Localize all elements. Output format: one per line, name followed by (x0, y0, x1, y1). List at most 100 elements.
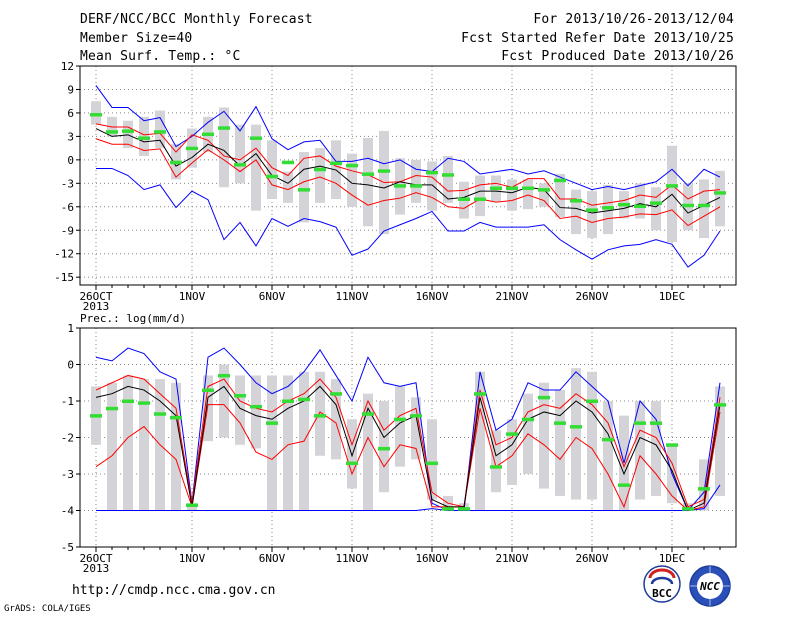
prec-range-box (235, 375, 245, 445)
temp-range-box (715, 170, 725, 227)
temp-range-box (283, 171, 293, 203)
prec-lower-spread-line (95, 404, 721, 512)
temp-x-tick-label: 21NOV (495, 290, 528, 303)
prec-median-marker (474, 392, 486, 396)
temp-median-marker (282, 160, 294, 165)
temp-y-tick-label: -15 (54, 271, 74, 284)
prec-median-marker (538, 395, 550, 400)
temp-median-marker (602, 206, 614, 210)
temp-range-box (427, 161, 437, 211)
temp-range-box (267, 140, 277, 199)
prec-range-box (507, 419, 517, 485)
prec-median-marker (458, 507, 470, 511)
prec-y-tick-label: -1 (61, 395, 74, 408)
temp-median-marker (442, 173, 454, 177)
prec-y-tick-label: -4 (61, 505, 75, 518)
prec-range-box (395, 386, 405, 467)
prec-median-marker (330, 392, 342, 396)
temp-median-marker (362, 172, 374, 176)
temp-median-marker (586, 208, 598, 212)
forecast-started-date: Fcst Started Refer Date 2013/10/25 (461, 31, 734, 46)
temp-y-tick-label: -9 (61, 224, 74, 237)
bcc-logo-text: BCC (652, 587, 672, 600)
temp-range-box (507, 179, 517, 211)
temp-y-tick-label: 3 (67, 130, 74, 143)
temp-range-box (299, 152, 309, 223)
prec-median-marker (666, 443, 678, 447)
prec-x-tick-label: 16NOV (415, 552, 448, 565)
prec-median-marker (106, 406, 118, 411)
temp-range-box (91, 101, 101, 125)
prec-median-marker (682, 507, 694, 511)
prec-x-tick-label: 21NOV (495, 552, 528, 565)
prec-range-box (251, 375, 261, 449)
prec-x-tick-label: 26OCT (79, 552, 112, 565)
prec-range-box (555, 390, 565, 496)
temp-median-marker (186, 146, 198, 151)
ncc-logo: NCC (689, 565, 731, 607)
prec-median-marker (442, 507, 454, 511)
temp-y-tick-label: 6 (67, 107, 74, 120)
prec-range-box (267, 375, 277, 511)
temp-range-box (523, 179, 533, 210)
temp-x-tick-label: 16NOV (415, 290, 448, 303)
temp-median-marker (138, 136, 150, 140)
prec-median-marker (618, 483, 630, 487)
temp-range-box (235, 124, 245, 184)
grads-credit: GrADS: COLA/IGES (4, 604, 91, 614)
prec-x-tick-label: 6NOV (259, 552, 286, 565)
temp-median-marker (314, 167, 326, 172)
temp-median-marker (618, 202, 630, 207)
temp-median-marker (634, 204, 646, 209)
prec-median-marker (234, 394, 246, 398)
prec-y-tick-label: -5 (61, 541, 74, 554)
temp-range-box (699, 179, 709, 239)
temp-median-marker (298, 188, 310, 192)
prec-range-box (699, 459, 709, 511)
prec-median-marker (266, 421, 278, 425)
prec-median-marker (362, 412, 374, 416)
prec-range-box (315, 371, 325, 456)
prec-x-tick-label: 1DEC (659, 552, 686, 565)
prec-range-box (715, 386, 725, 496)
temp-median-marker (122, 129, 134, 133)
prec-range-box (283, 375, 293, 511)
prec-median-marker (634, 421, 646, 425)
temp-median-marker (538, 188, 550, 192)
temp-y-tick-label: -12 (54, 248, 74, 261)
temp-min-line (96, 167, 721, 268)
prec-x-tick-label: 1NOV (179, 552, 206, 565)
temp-median-marker (346, 163, 358, 168)
prec-range-box (539, 382, 549, 489)
prec-median-marker (250, 404, 262, 409)
temp-max-line (95, 85, 721, 191)
prec-range-box (571, 368, 581, 500)
prec-median-marker (170, 415, 182, 420)
temp-y-tick-label: 12 (61, 60, 74, 73)
temp-median-marker (378, 169, 390, 173)
prec-median-marker (218, 373, 230, 378)
temp-x-tick-label: 1NOV (179, 290, 206, 303)
prec-median-marker (346, 461, 358, 466)
prec-median-marker (378, 446, 390, 451)
prec-mean-line (95, 385, 721, 512)
chart-title: DERF/NCC/BCC Monthly Forecast (80, 12, 313, 27)
prec-median-marker (314, 414, 326, 418)
prec-median-marker (282, 399, 294, 403)
temp-x-tick-label: 26OCT (79, 290, 112, 303)
temp-x-tick-label: 11NOV (335, 290, 368, 303)
temp-plot-frame (79, 65, 737, 286)
temp-median-marker (490, 186, 502, 191)
prec-range-box (171, 382, 181, 511)
temp-median-marker (570, 199, 582, 203)
prec-median-marker (122, 399, 134, 403)
prec-y-tick-label: -2 (61, 432, 74, 445)
prec-range-box (411, 397, 421, 460)
prec-median-marker (570, 425, 582, 429)
prec-range-box (651, 401, 661, 496)
temp-median-marker (554, 178, 566, 183)
temp-median-marker (250, 136, 262, 140)
temp-range-box (363, 137, 373, 227)
